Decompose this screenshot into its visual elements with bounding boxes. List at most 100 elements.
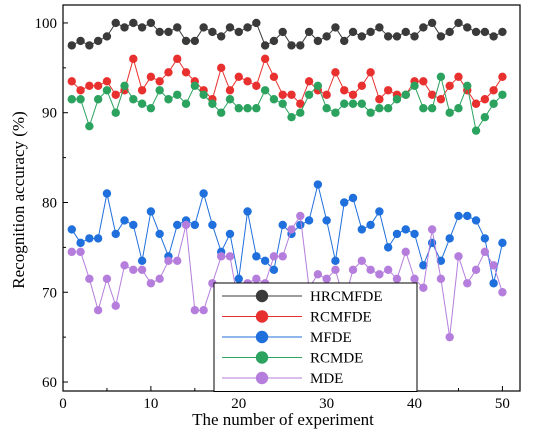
data-point — [208, 220, 217, 230]
data-point — [287, 225, 296, 234]
y-axis-label: Recognition accuracy (%) — [9, 111, 28, 288]
data-point — [348, 265, 358, 275]
data-point — [111, 18, 120, 28]
data-point — [304, 90, 314, 99]
data-point — [252, 104, 261, 113]
legend-item-rcmde: RCMDE — [222, 351, 363, 367]
data-point — [410, 32, 419, 41]
data-point — [296, 220, 305, 230]
data-point — [129, 265, 138, 275]
data-point — [181, 68, 191, 77]
data-point — [260, 256, 270, 266]
data-point — [331, 265, 340, 275]
series-mde — [67, 211, 507, 342]
data-point — [304, 27, 314, 37]
data-point — [454, 18, 463, 28]
data-point — [313, 270, 323, 279]
data-point — [340, 99, 349, 108]
data-point — [181, 36, 191, 46]
data-point — [93, 81, 103, 90]
data-point — [137, 86, 147, 95]
data-point — [383, 265, 393, 275]
data-point — [287, 90, 296, 99]
data-point — [102, 86, 112, 95]
data-point — [410, 229, 419, 239]
data-point — [76, 247, 85, 257]
data-point — [375, 95, 384, 104]
data-point — [216, 108, 226, 117]
data-point — [269, 72, 279, 82]
data-point — [260, 54, 270, 64]
data-point — [199, 90, 208, 99]
data-point — [357, 32, 367, 41]
data-point — [85, 41, 94, 50]
data-point — [164, 68, 173, 77]
data-point — [480, 247, 490, 257]
data-point — [129, 220, 138, 230]
data-point — [471, 265, 481, 275]
x-tick-label: 10 — [143, 396, 158, 412]
data-point — [173, 90, 182, 99]
data-point — [137, 99, 147, 108]
data-point — [471, 27, 481, 37]
data-point — [269, 252, 279, 261]
data-point — [225, 252, 235, 261]
data-point — [436, 274, 446, 283]
data-point — [322, 216, 331, 225]
data-point — [85, 234, 94, 243]
data-point — [199, 23, 208, 32]
data-point — [445, 234, 454, 243]
data-point — [146, 18, 156, 28]
data-point — [436, 95, 446, 104]
data-point — [225, 95, 235, 104]
data-point — [383, 32, 393, 41]
data-point — [498, 27, 507, 37]
data-point — [296, 41, 305, 50]
data-point — [392, 32, 402, 41]
data-point — [234, 72, 243, 82]
data-point — [454, 72, 463, 82]
data-point — [120, 261, 129, 270]
data-point — [498, 72, 507, 82]
legend-marker — [255, 330, 269, 344]
data-point — [401, 90, 410, 99]
data-point — [85, 81, 94, 90]
data-point — [313, 180, 323, 189]
data-point — [76, 238, 85, 248]
data-point — [67, 247, 76, 257]
data-point — [463, 211, 472, 221]
data-point — [269, 36, 279, 46]
data-point — [129, 95, 138, 104]
data-point — [225, 86, 235, 95]
data-point — [137, 265, 147, 275]
data-point — [173, 23, 182, 32]
data-point — [366, 220, 375, 230]
data-point — [427, 90, 437, 99]
data-point — [357, 99, 367, 108]
data-point — [252, 81, 261, 90]
data-point — [340, 198, 349, 207]
data-point — [269, 265, 279, 275]
data-point — [146, 104, 156, 113]
data-point — [102, 32, 112, 41]
data-point — [111, 108, 120, 117]
data-point — [243, 207, 252, 216]
data-point — [190, 220, 200, 230]
data-point — [454, 104, 463, 113]
data-point — [322, 90, 331, 99]
data-point — [173, 54, 182, 64]
data-point — [392, 95, 402, 104]
data-point — [375, 207, 384, 216]
data-point — [471, 126, 481, 135]
data-point — [471, 99, 481, 108]
data-point — [287, 41, 296, 50]
data-point — [375, 270, 384, 279]
data-point — [498, 238, 507, 248]
data-point — [190, 36, 200, 46]
data-point — [401, 27, 410, 37]
data-point — [480, 27, 490, 37]
data-point — [445, 27, 454, 37]
x-axis-label: The number of experiment — [192, 410, 374, 429]
data-point — [76, 95, 85, 104]
data-point — [155, 27, 164, 37]
